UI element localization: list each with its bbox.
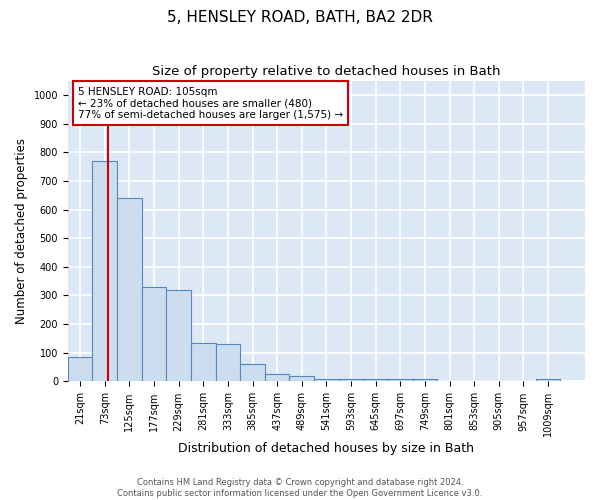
- Y-axis label: Number of detached properties: Number of detached properties: [15, 138, 28, 324]
- Text: 5, HENSLEY ROAD, BATH, BA2 2DR: 5, HENSLEY ROAD, BATH, BA2 2DR: [167, 10, 433, 25]
- Bar: [68, 357, 92, 382]
- Bar: [388, 378, 413, 382]
- Bar: [364, 378, 388, 382]
- Bar: [265, 374, 289, 382]
- Bar: [191, 343, 215, 382]
- Bar: [240, 364, 265, 382]
- Bar: [215, 344, 240, 382]
- Bar: [314, 378, 339, 382]
- Bar: [92, 161, 117, 382]
- Text: 5 HENSLEY ROAD: 105sqm
← 23% of detached houses are smaller (480)
77% of semi-de: 5 HENSLEY ROAD: 105sqm ← 23% of detached…: [78, 86, 343, 120]
- Bar: [339, 378, 364, 382]
- Text: Contains HM Land Registry data © Crown copyright and database right 2024.
Contai: Contains HM Land Registry data © Crown c…: [118, 478, 482, 498]
- Bar: [536, 378, 560, 382]
- Bar: [142, 287, 166, 382]
- Bar: [413, 378, 437, 382]
- Bar: [166, 290, 191, 382]
- Bar: [289, 376, 314, 382]
- Title: Size of property relative to detached houses in Bath: Size of property relative to detached ho…: [152, 65, 500, 78]
- X-axis label: Distribution of detached houses by size in Bath: Distribution of detached houses by size …: [178, 442, 475, 455]
- Bar: [117, 198, 142, 382]
